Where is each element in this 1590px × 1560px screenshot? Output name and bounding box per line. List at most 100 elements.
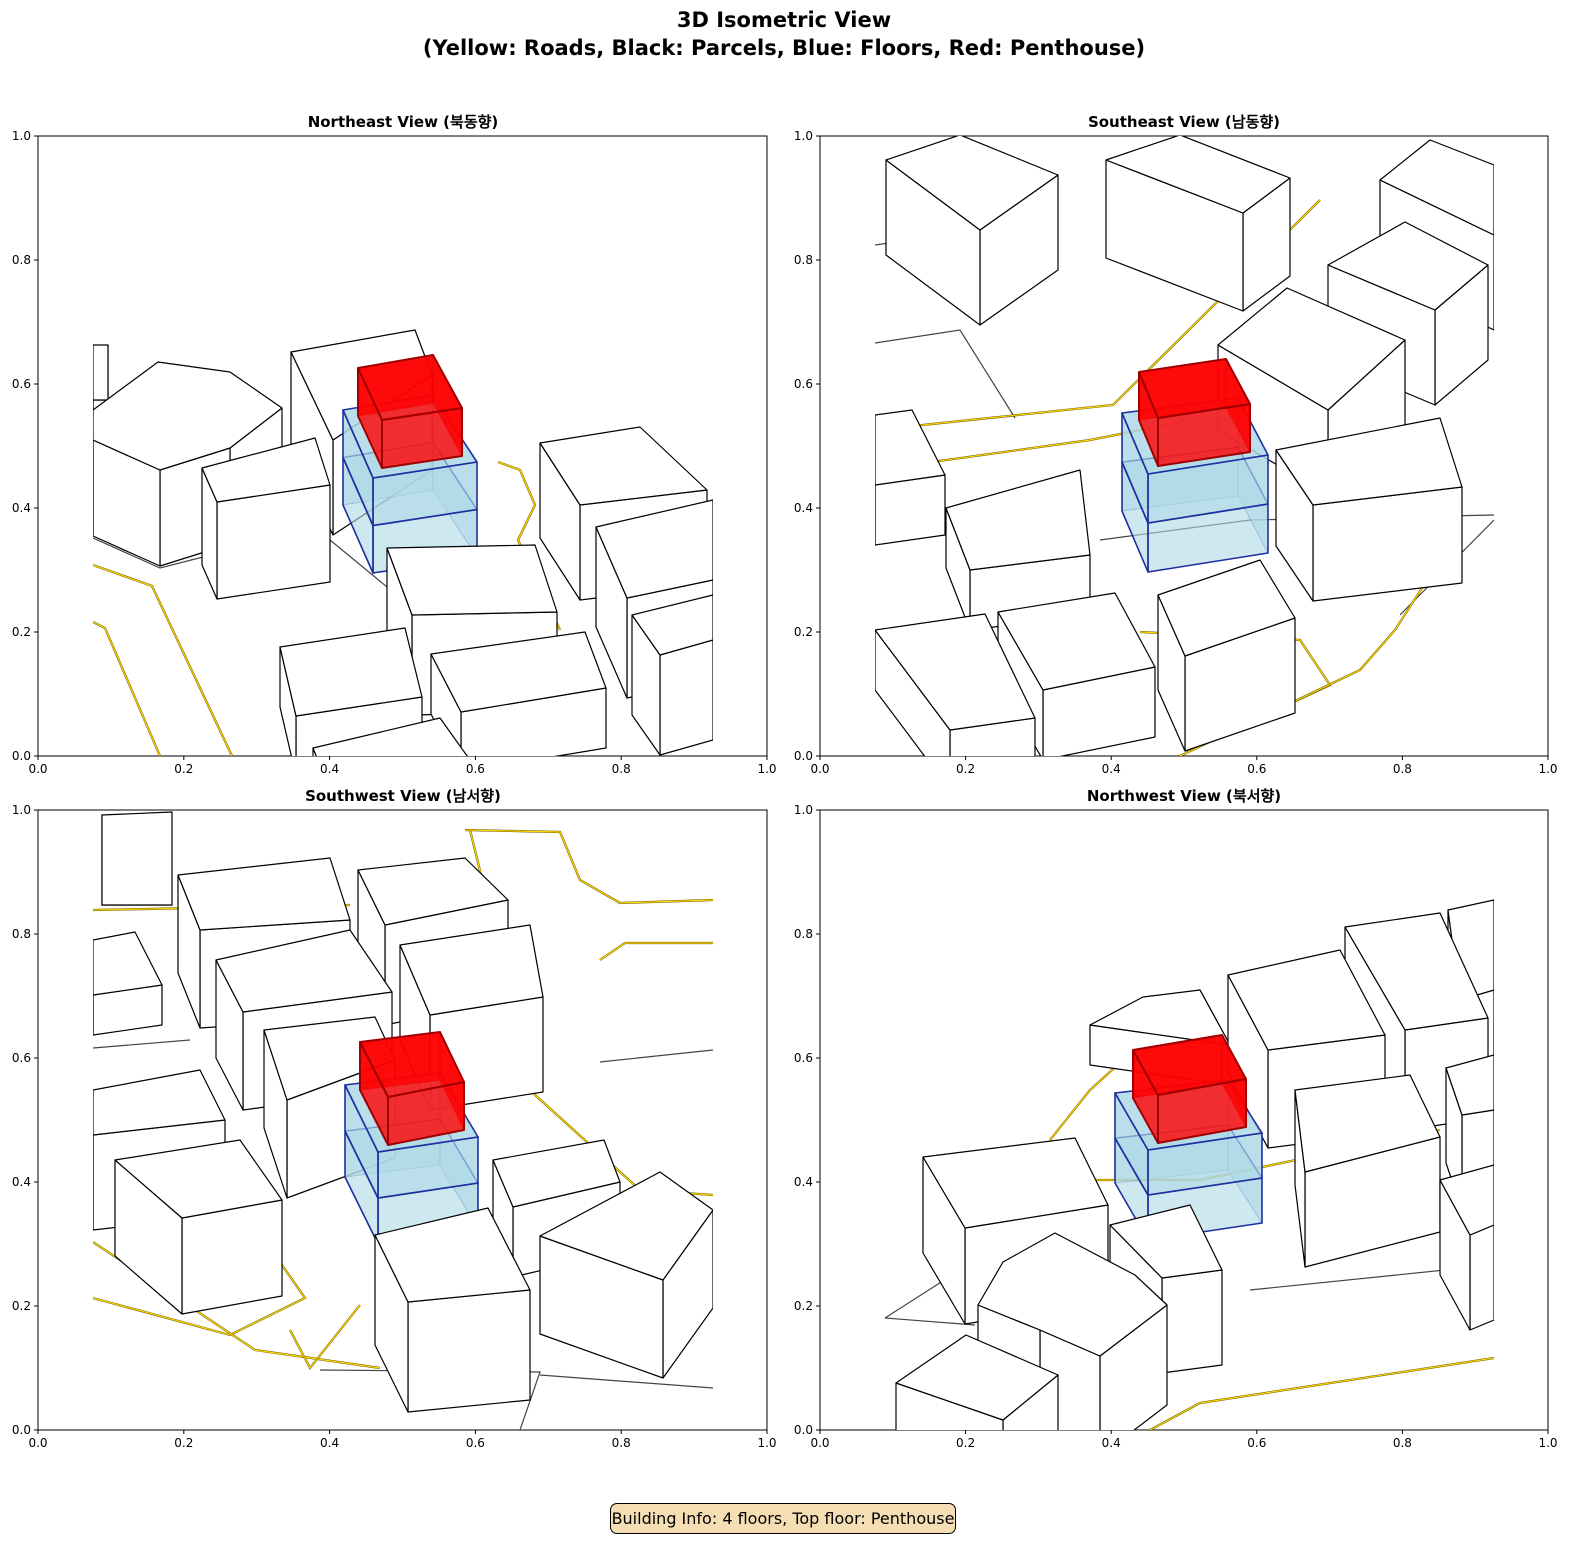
panel-southwest: Southwest View (남서향) 0.00.0 0.2 0.2 0.4 0.4 0… (12, 787, 777, 1450)
building-roof (430, 631, 607, 713)
parcel-building (1439, 1164, 1494, 1331)
road-line (289, 1304, 361, 1371)
building-roof (539, 426, 708, 506)
x-tick-label: 0.6 (466, 762, 485, 776)
parcel-building (997, 592, 1156, 756)
building-face (216, 484, 331, 600)
building-roof (631, 594, 713, 656)
x-tick-label: 0.4 (1102, 762, 1121, 776)
scene (884, 899, 1494, 1430)
building-roof (1275, 417, 1463, 506)
road-line (599, 941, 713, 961)
x-tick-label: 0.0 (28, 1436, 47, 1450)
parcel-building (1294, 1074, 1441, 1268)
parcel-building (1157, 559, 1296, 752)
building-face (875, 474, 946, 546)
panel-northwest: Northwest View (북서향) 0.00.0 0.2 0.2 0.4 0.4 0… (794, 787, 1558, 1450)
building-roof (945, 469, 1091, 571)
panel-title: Southwest View (남서향) (305, 787, 501, 805)
y-tick-label: 0.8 (794, 927, 813, 941)
building-roof (595, 499, 713, 599)
road-line (464, 828, 713, 905)
penthouse-box (357, 354, 463, 469)
x-tick-label: 0.2 (956, 1436, 975, 1450)
road-line (93, 1244, 306, 1336)
parcel-building (374, 1207, 531, 1413)
building-roof (93, 1069, 226, 1136)
building-roof (1439, 1164, 1494, 1236)
parcel-outline (599, 1049, 713, 1063)
y-tick-label: 0.6 (794, 1051, 813, 1065)
y-tick-label: 0.0 (12, 749, 31, 763)
building-roof (374, 1207, 531, 1303)
building-roof (312, 717, 468, 756)
building-roof (1327, 221, 1489, 311)
x-tick-label: 0.0 (810, 762, 829, 776)
axes-frame (37, 809, 768, 1431)
y-tick-label: 0.0 (794, 749, 813, 763)
x-tick-label: 0.6 (466, 1436, 485, 1450)
building-roof (386, 544, 558, 616)
parcel-building (101, 811, 173, 906)
panel-southeast: Southeast View (남동향) 0.00.0 0.2 0.2 0.4 0.4 0… (794, 113, 1558, 776)
penthouse-box (1132, 1034, 1247, 1144)
x-tick-label: 1.0 (1538, 762, 1557, 776)
x-tick-label: 0.8 (612, 1436, 631, 1450)
panel-title: Northeast View (북동향) (308, 113, 499, 131)
building-roof (359, 1031, 465, 1098)
building-roof (1344, 912, 1489, 1031)
parcel-building (895, 1334, 1059, 1430)
building-roof (922, 1137, 1109, 1229)
x-tick-label: 0.2 (956, 762, 975, 776)
building-roof (177, 857, 351, 931)
x-tick-label: 0.8 (1393, 1436, 1412, 1450)
building-roof (114, 1139, 283, 1219)
building-roof (885, 136, 1059, 231)
parcel-building (201, 437, 331, 600)
building-roof (492, 1139, 621, 1208)
building-roof (357, 354, 463, 421)
building-roof (997, 592, 1156, 691)
panel-northeast: Northeast View (북동향) 0.00.0 0.2 0.2 0.4 0.4 0… (12, 113, 777, 776)
y-tick-label: 1.0 (12, 129, 31, 143)
building-roof (977, 1232, 1168, 1357)
parcel-building (1327, 221, 1489, 406)
road-line (93, 564, 233, 756)
y-tick-label: 0.4 (794, 1175, 813, 1189)
building-face (1161, 1269, 1223, 1374)
parcel-outline (875, 329, 1016, 419)
building-roof (1109, 1204, 1223, 1279)
building-roof (399, 924, 544, 1016)
y-tick-label: 0.6 (794, 377, 813, 391)
building-face (1469, 1224, 1494, 1331)
building-info-box: Building Info: 4 floors, Top floor: Pent… (610, 1503, 956, 1534)
y-tick-label: 0.0 (794, 1423, 813, 1437)
y-tick-label: 0.2 (794, 1299, 813, 1313)
building-roof (539, 1171, 713, 1281)
building-roof (215, 929, 393, 1013)
building-roof (875, 409, 946, 486)
y-tick-label: 0.8 (12, 927, 31, 941)
building-face (659, 639, 713, 756)
road-line (93, 621, 162, 756)
x-tick-label: 0.2 (174, 762, 193, 776)
y-tick-label: 0.4 (794, 501, 813, 515)
y-tick-label: 0.6 (12, 1051, 31, 1065)
x-tick-label: 1.0 (757, 762, 776, 776)
y-tick-label: 0.4 (12, 1175, 31, 1189)
building-roof (1138, 358, 1251, 419)
x-tick-label: 0.4 (320, 762, 339, 776)
y-tick-label: 0.0 (12, 1423, 31, 1437)
building-roof (101, 811, 173, 906)
building-roof (1379, 139, 1494, 236)
penthouse-box (1138, 358, 1251, 467)
parcel-outline (884, 1317, 976, 1326)
parcel-building (539, 1171, 713, 1379)
parcel-building (1275, 417, 1463, 602)
building-face (407, 1289, 531, 1413)
parcel-outline (539, 1374, 713, 1389)
road-line (93, 621, 161, 756)
y-tick-label: 0.6 (12, 377, 31, 391)
building-roof (279, 627, 423, 717)
parcel-building (885, 136, 1059, 326)
